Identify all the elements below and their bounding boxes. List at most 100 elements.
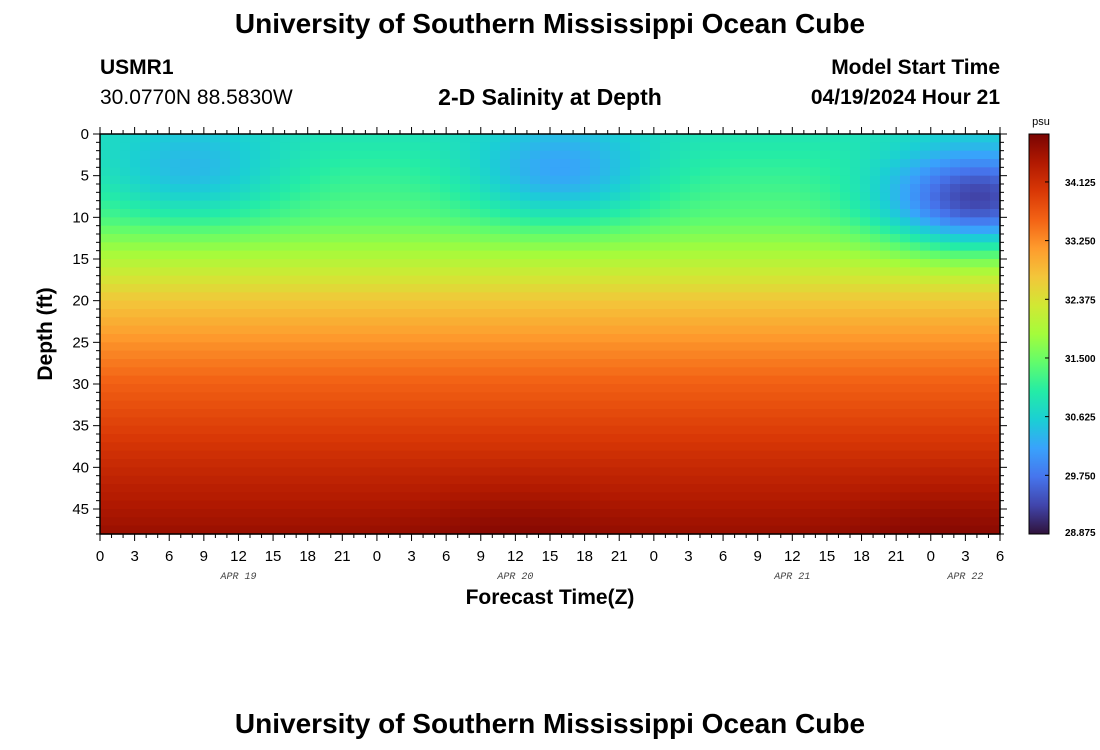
heatmap-cell (660, 409, 671, 418)
heatmap-cell (910, 375, 921, 385)
heatmap-cell (670, 225, 681, 235)
heatmap-cell (560, 400, 571, 410)
heatmap-cell (150, 442, 161, 452)
heatmap-cell (220, 500, 231, 510)
heatmap-cell (710, 359, 721, 368)
heatmap-cell (950, 300, 961, 310)
heatmap-cell (790, 325, 801, 335)
heatmap-cell (910, 234, 921, 243)
heatmap-cell (980, 209, 991, 218)
heatmap-cell (480, 259, 491, 268)
heatmap-cell (560, 350, 571, 360)
heatmap-cell (740, 209, 751, 218)
heatmap-cell (310, 192, 321, 202)
heatmap-cell (570, 317, 581, 327)
heatmap-cell (190, 242, 201, 252)
heatmap-cell (840, 317, 851, 327)
heatmap-cell (520, 400, 531, 410)
heatmap-cell (250, 409, 261, 418)
heatmap-cell (790, 242, 801, 252)
heatmap-cell (980, 292, 991, 302)
heatmap-cell (820, 475, 831, 485)
heatmap-cell (380, 317, 391, 327)
heatmap-cell (530, 509, 541, 518)
heatmap-cell (480, 250, 491, 260)
heatmap-cell (140, 442, 151, 452)
heatmap-cell (810, 509, 821, 518)
heatmap-cell (170, 200, 181, 210)
heatmap-cell (560, 275, 571, 285)
heatmap-cell (800, 192, 811, 202)
heatmap-cell (550, 175, 561, 185)
heatmap-cell (520, 250, 531, 260)
heatmap-cell (840, 292, 851, 302)
heatmap-cell (740, 134, 751, 143)
heatmap-cell (720, 292, 731, 302)
heatmap-cell (200, 150, 211, 160)
heatmap-cell (850, 425, 861, 435)
heatmap-cell (210, 517, 221, 527)
heatmap-cell (550, 134, 561, 143)
heatmap-cell (890, 259, 901, 268)
heatmap-cell (350, 159, 361, 168)
heatmap-cell (100, 425, 111, 435)
heatmap-cell (400, 400, 411, 410)
heatmap-cell (940, 209, 951, 218)
heatmap-cell (990, 492, 1001, 502)
heatmap-cell (260, 475, 271, 485)
heatmap-cell (170, 409, 181, 418)
heatmap-cell (570, 142, 581, 152)
heatmap-cell (470, 309, 481, 318)
heatmap-cell (660, 167, 671, 177)
heatmap-cell (390, 509, 401, 518)
heatmap-cell (770, 484, 781, 493)
heatmap-cell (700, 484, 711, 493)
heatmap-cell (130, 367, 141, 377)
heatmap-cell (100, 267, 111, 277)
heatmap-cell (800, 292, 811, 302)
heatmap-cell (100, 384, 111, 393)
heatmap-cell (860, 409, 871, 418)
heatmap-cell (220, 375, 231, 385)
heatmap-cell (910, 250, 921, 260)
heatmap-cell (630, 400, 641, 410)
heatmap-cell (960, 150, 971, 160)
heatmap-cell (580, 500, 591, 510)
heatmap-cell (180, 417, 191, 427)
heatmap-cell (370, 434, 381, 443)
heatmap-cell (550, 334, 561, 343)
heatmap-cell (950, 417, 961, 427)
heatmap-cell (310, 350, 321, 360)
heatmap-cell (430, 250, 441, 260)
heatmap-cell (430, 350, 441, 360)
heatmap-cell (780, 500, 791, 510)
heatmap-cell (950, 242, 961, 252)
heatmap-cell (290, 159, 301, 168)
heatmap-cell (730, 417, 741, 427)
heatmap-cell (470, 300, 481, 310)
heatmap-cell (500, 384, 511, 393)
heatmap-cell (980, 384, 991, 393)
heatmap-cell (170, 425, 181, 435)
heatmap-cell (720, 217, 731, 227)
heatmap-cell (230, 500, 241, 510)
heatmap-cell (730, 475, 741, 485)
heatmap-cell (390, 309, 401, 318)
heatmap-cell (130, 334, 141, 343)
heatmap-cell (380, 450, 391, 460)
heatmap-cell (740, 400, 751, 410)
heatmap-cell (620, 459, 631, 468)
heatmap-cell (450, 209, 461, 218)
heatmap-cell (220, 234, 231, 243)
heatmap-cell (120, 417, 131, 427)
heatmap-cell (780, 334, 791, 343)
heatmap-cell (630, 425, 641, 435)
heatmap-cell (140, 284, 151, 293)
heatmap-cell (890, 275, 901, 285)
heatmap-cell (500, 292, 511, 302)
heatmap-cell (790, 392, 801, 402)
heatmap-cell (280, 225, 291, 235)
heatmap-cell (260, 159, 271, 168)
heatmap-cell (590, 292, 601, 302)
heatmap-cell (740, 475, 751, 485)
